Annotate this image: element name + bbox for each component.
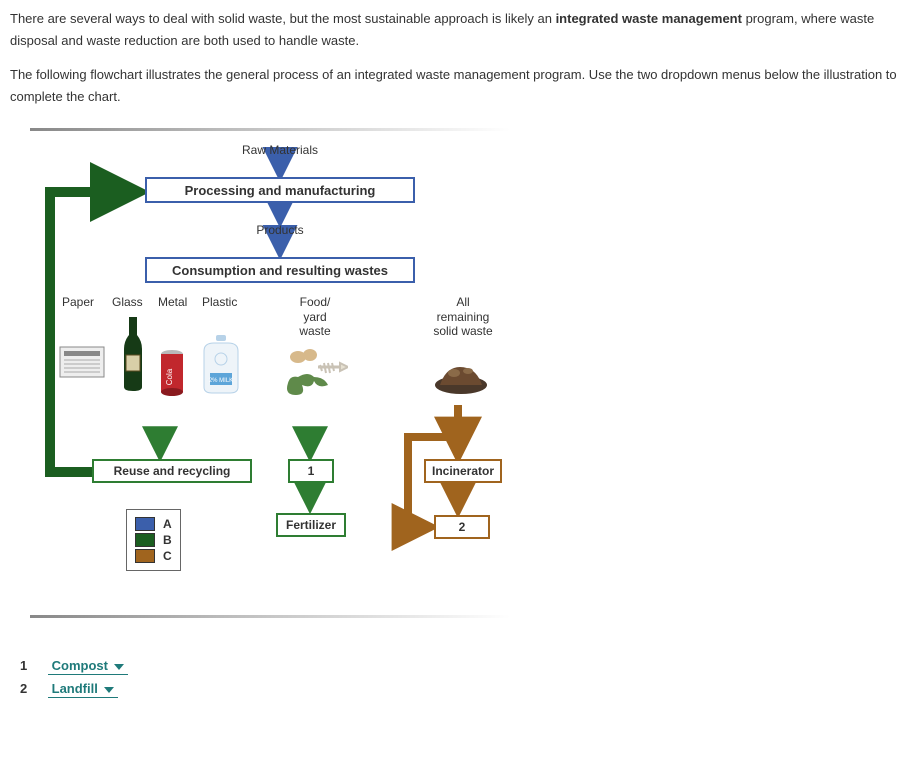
legend: A B C (126, 509, 181, 571)
answer-row-1: 1 Compost (20, 658, 911, 675)
intro-p1-bold: integrated waste management (556, 11, 742, 26)
flowchart-figure: Raw Materials Processing and manufacturi… (30, 128, 510, 618)
label-metal: Metal (158, 295, 187, 309)
legend-swatch-a (135, 517, 155, 531)
answer-2-number: 2 (20, 681, 44, 696)
box-processing: Processing and manufacturing (145, 177, 415, 203)
milk-jug-icon: 2% MILK (198, 333, 242, 398)
svg-text:Cola: Cola (165, 369, 174, 386)
legend-label-b: B (163, 533, 172, 547)
legend-swatch-c (135, 549, 155, 563)
intro-paragraph-2: The following flowchart illustrates the … (10, 64, 911, 108)
soda-can-icon: Cola (158, 349, 186, 400)
box-reuse-recycling: Reuse and recycling (92, 459, 252, 483)
svg-text:2% MILK: 2% MILK (209, 378, 233, 384)
box-slot-1: 1 (288, 459, 334, 483)
legend-row-a: A (135, 517, 172, 531)
legend-swatch-b (135, 533, 155, 547)
label-products: Products (245, 223, 315, 237)
answer-row-2: 2 Landfill (20, 681, 911, 698)
intro-paragraph-1: There are several ways to deal with soli… (10, 8, 911, 52)
label-glass: Glass (112, 295, 143, 309)
box-fertilizer: Fertilizer (276, 513, 346, 537)
chevron-down-icon (114, 664, 124, 670)
intro-text: There are several ways to deal with soli… (10, 8, 911, 108)
box-consumption: Consumption and resulting wastes (145, 257, 415, 283)
label-all-remaining: All remaining solid waste (428, 295, 498, 338)
label-plastic: Plastic (202, 295, 237, 309)
legend-row-c: C (135, 549, 172, 563)
answer-2-dropdown[interactable]: Landfill (48, 681, 118, 698)
answer-1-value: Compost (52, 658, 108, 673)
figure-rule-bottom (30, 615, 510, 618)
legend-row-b: B (135, 533, 172, 547)
waste-pile-icon (432, 355, 490, 398)
box-incinerator: Incinerator (424, 459, 502, 483)
wine-bottle-icon (120, 315, 146, 396)
newspaper-icon (58, 337, 110, 386)
answers: 1 Compost 2 Landfill (20, 658, 911, 698)
answer-2-value: Landfill (52, 681, 98, 696)
chevron-down-icon (104, 687, 114, 693)
box-slot-2: 2 (434, 515, 490, 539)
answer-1-number: 1 (20, 658, 44, 673)
label-raw-materials: Raw Materials (230, 143, 330, 157)
legend-label-c: C (163, 549, 172, 563)
answer-1-dropdown[interactable]: Compost (48, 658, 128, 675)
intro-p1-a: There are several ways to deal with soli… (10, 11, 556, 26)
figure-rule-top (30, 128, 510, 131)
label-food-yard: Food/ yard waste (285, 295, 345, 338)
food-waste-icon (278, 345, 348, 408)
flowchart: Raw Materials Processing and manufacturi… (30, 137, 510, 597)
label-paper: Paper (62, 295, 94, 309)
legend-label-a: A (163, 517, 172, 531)
